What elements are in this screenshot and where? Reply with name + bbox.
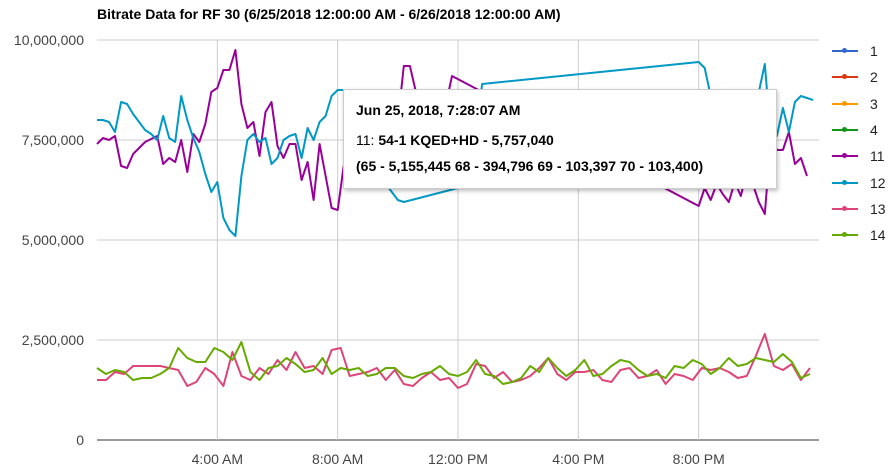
x-tick-label: 12:00 PM [428, 451, 488, 467]
x-tick-label: 4:00 PM [552, 451, 604, 467]
legend-swatch [832, 48, 858, 54]
tooltip-date: Jun 25, 2018, 7:28:07 AM [356, 102, 521, 118]
tooltip-series-line: 11: 54-1 KQED+HD - 5,757,040 [356, 132, 554, 148]
x-tick-label: 8:00 PM [673, 451, 725, 467]
series-line-11[interactable] [96, 49, 808, 215]
legend: 1 2 3 4 11 12 13 14 [832, 38, 892, 248]
tooltip-series-value: 54-1 KQED+HD - 5,757,040 [378, 132, 554, 148]
tooltip-series-prefix: 11: [356, 132, 375, 148]
legend-item-2[interactable]: 2 [832, 64, 892, 90]
legend-swatch [832, 100, 858, 106]
chart-title: Bitrate Data for RF 30 (6/25/2018 12:00:… [97, 6, 561, 22]
tooltip: Jun 25, 2018, 7:28:07 AM 11: 54-1 KQED+H… [343, 89, 777, 189]
legend-swatch [832, 179, 858, 185]
legend-item-12[interactable]: 12 [832, 169, 892, 195]
legend-swatch [832, 153, 858, 159]
legend-label: 2 [870, 69, 878, 86]
legend-label: 3 [870, 95, 878, 112]
legend-label: 14 [870, 227, 886, 244]
y-tick-label: 2,500,000 [22, 332, 84, 348]
y-tick-label: 0 [76, 432, 84, 448]
y-tick-label: 7,500,000 [22, 132, 84, 148]
legend-item-14[interactable]: 14 [832, 222, 892, 248]
series-line-13[interactable] [97, 333, 811, 389]
legend-swatch [832, 127, 858, 133]
legend-label: 11 [870, 148, 885, 165]
legend-label: 1 [870, 43, 878, 60]
series-line-14[interactable] [96, 341, 811, 385]
legend-item-11[interactable]: 11 [832, 143, 892, 169]
legend-item-3[interactable]: 3 [832, 91, 892, 117]
legend-label: 12 [870, 174, 886, 191]
legend-swatch [832, 232, 858, 238]
tooltip-detail: (65 - 5,155,445 68 - 394,796 69 - 103,39… [356, 158, 704, 174]
x-tick-label: 8:00 AM [312, 451, 363, 467]
legend-item-13[interactable]: 13 [832, 196, 892, 222]
legend-item-1[interactable]: 1 [832, 38, 892, 64]
legend-item-4[interactable]: 4 [832, 117, 892, 143]
legend-swatch [832, 205, 858, 211]
y-tick-label: 5,000,000 [22, 232, 84, 248]
legend-swatch [832, 74, 858, 80]
x-tick-label: 4:00 AM [192, 451, 243, 467]
legend-label: 4 [870, 122, 878, 139]
legend-label: 13 [870, 200, 886, 217]
y-tick-label: 10,000,000 [14, 32, 84, 48]
